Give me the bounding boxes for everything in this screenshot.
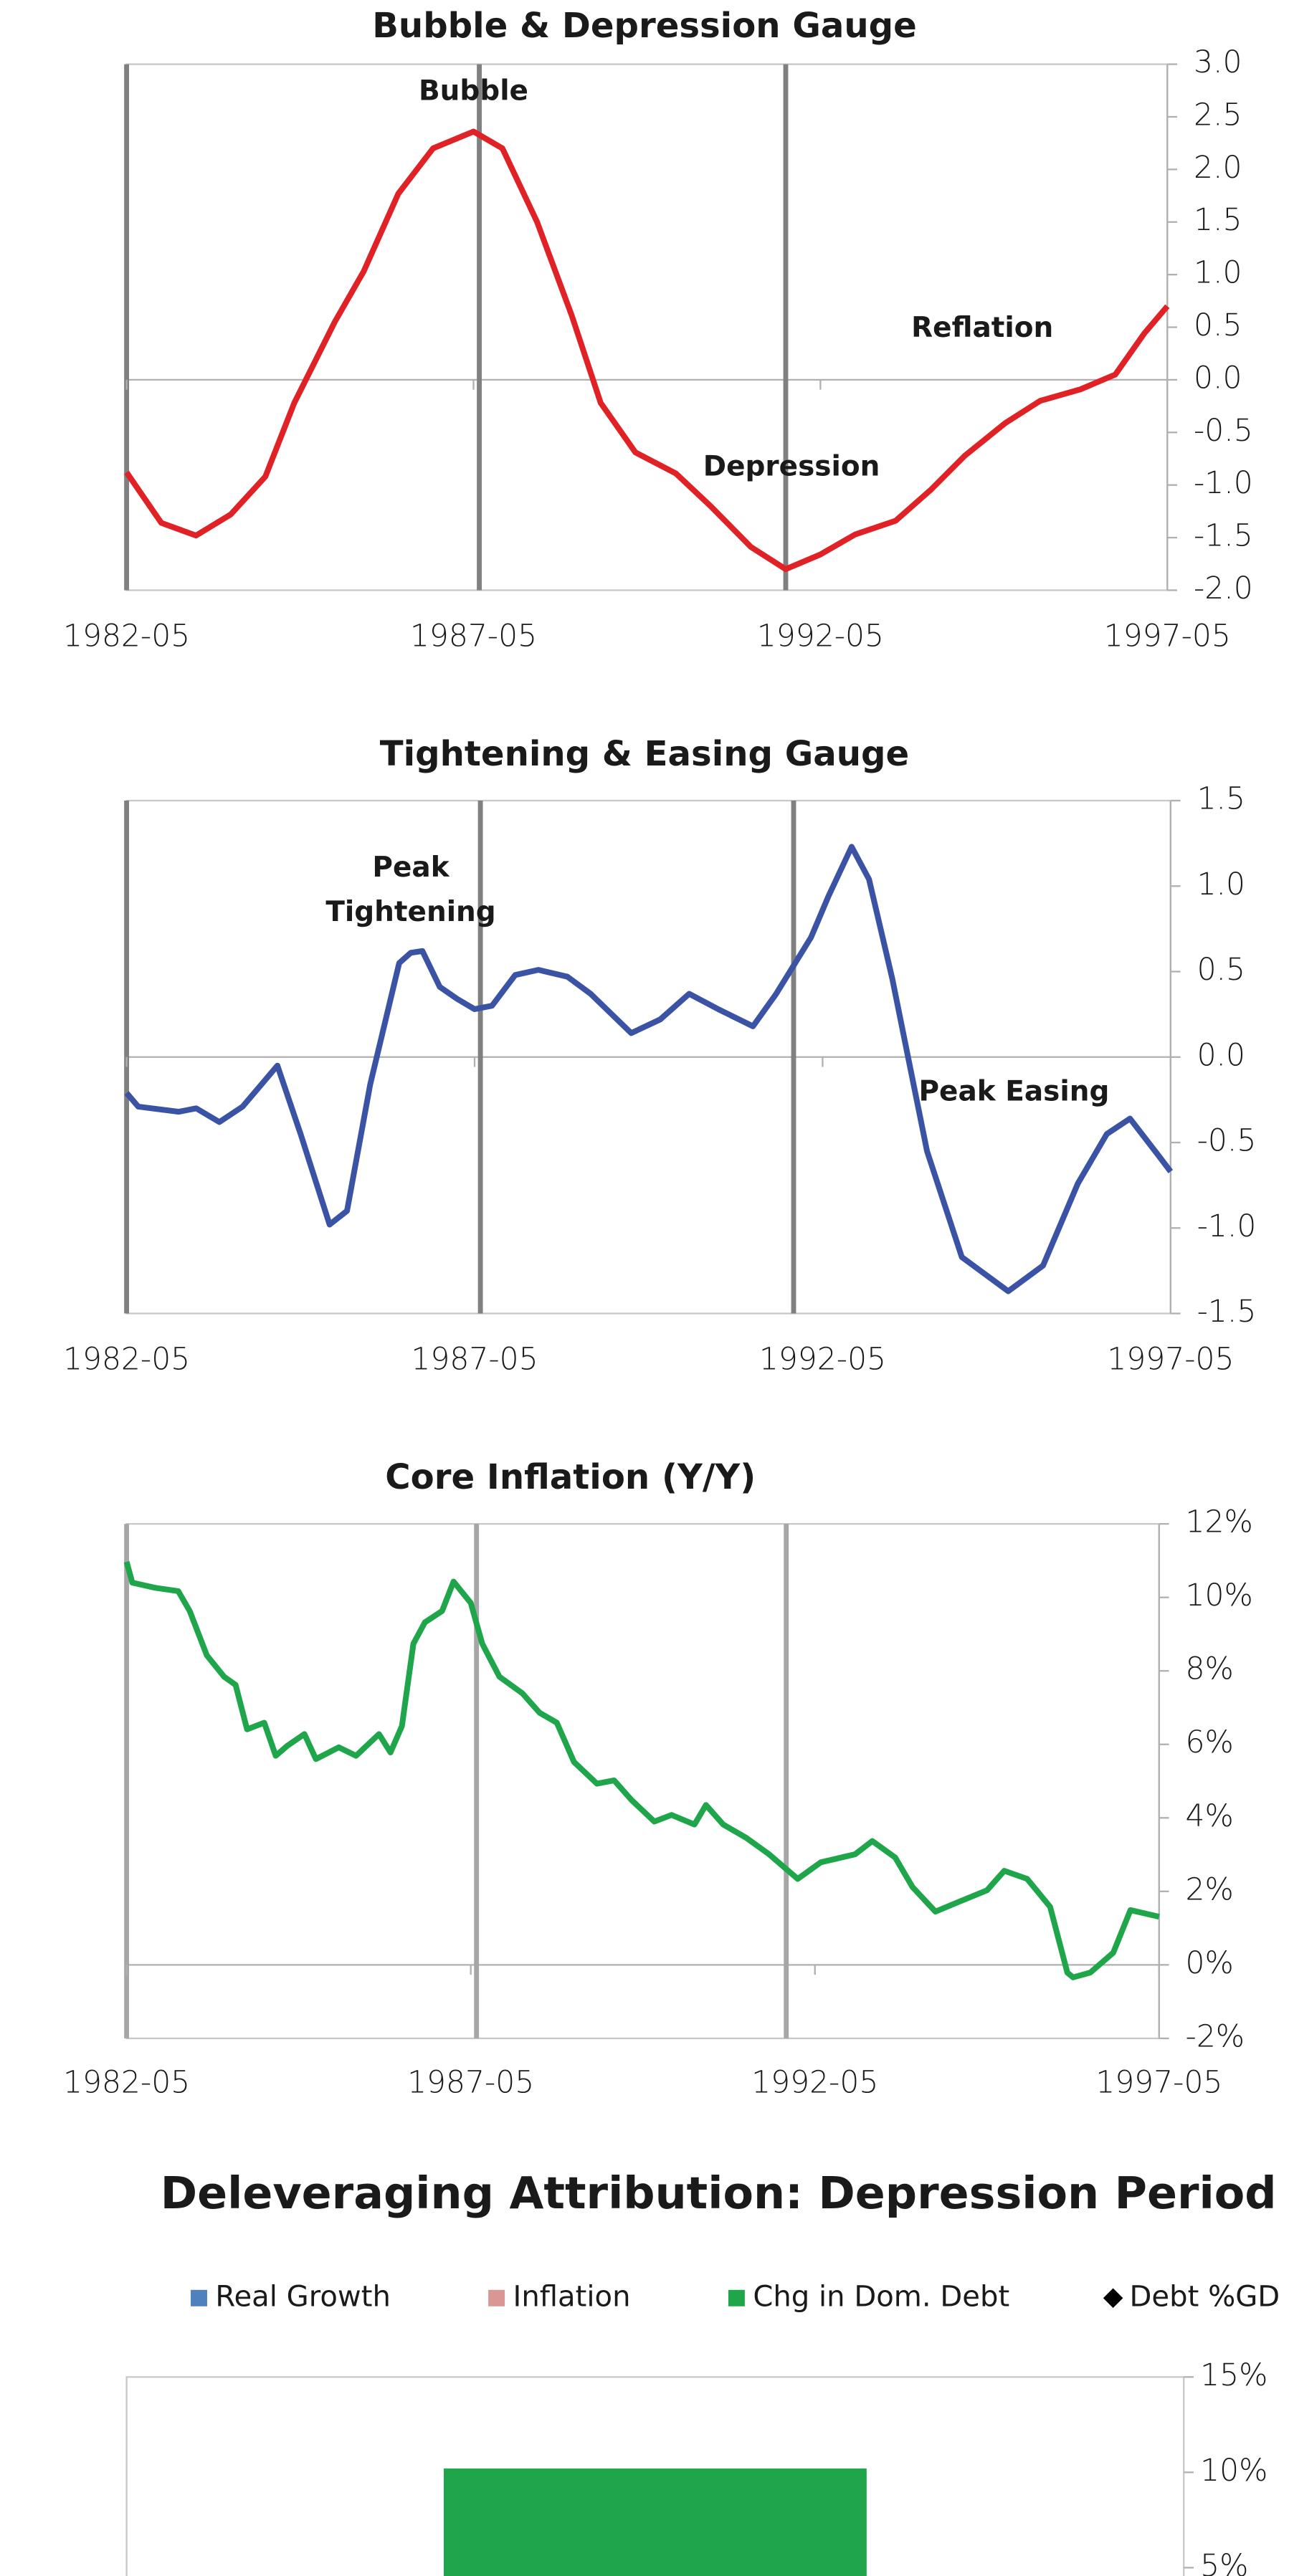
legend-label: Debt %GD: [1130, 2280, 1280, 2313]
y-tick-label: -1.5: [1197, 1294, 1257, 1330]
y-tick-label: -1.5: [1194, 519, 1253, 554]
y-tick-label: -1.0: [1194, 466, 1253, 501]
chart-title: Deleveraging Attribution: Depression Per…: [161, 2167, 1277, 2219]
data-line: [123, 1560, 1160, 1980]
x-tick-label: 1982-05: [63, 2066, 190, 2101]
y-tick-label: 5%: [1200, 2549, 1248, 2576]
legend-label: Real Growth: [215, 2280, 391, 2313]
y-tick-label: 0.0: [1197, 1038, 1245, 1073]
annotation: Depression: [703, 451, 880, 483]
x-tick-label: 1997-05: [1107, 1342, 1234, 1378]
y-tick-label: 1.5: [1197, 782, 1245, 817]
legend-label: Inflation: [513, 2280, 631, 2313]
y-tick-label: 1.5: [1194, 203, 1242, 238]
x-tick-label: 1992-05: [757, 619, 884, 654]
plot-frame: [125, 2376, 1185, 2576]
x-tick-label: 1982-05: [63, 1342, 190, 1378]
legend-marker: [1103, 2288, 1123, 2309]
y-tick-label: -1.0: [1197, 1209, 1257, 1244]
plot-frame: [125, 1522, 1160, 2040]
y-tick-label: 12%: [1186, 1505, 1253, 1540]
x-tick-label: 1997-05: [1095, 2066, 1222, 2101]
y-tick-label: 4%: [1186, 1799, 1234, 1834]
y-tick-label: 15%: [1200, 2358, 1267, 2393]
chart-title: Tightening & Easing Gauge: [380, 734, 909, 774]
bar: [443, 2468, 867, 2576]
y-tick-label: 2%: [1186, 1872, 1234, 1907]
y-tick-label: 2.0: [1194, 151, 1242, 186]
y-tick-label: 8%: [1186, 1652, 1234, 1687]
legend-marker: [728, 2289, 745, 2307]
y-tick-label: 2.5: [1194, 97, 1242, 133]
y-tick-label: 1.0: [1197, 867, 1245, 902]
y-tick-label: 0.0: [1194, 361, 1242, 396]
y-tick-label: -0.5: [1194, 414, 1253, 449]
data-line: [124, 844, 1174, 1294]
y-tick-label: 0.5: [1194, 308, 1242, 343]
chart-title: Bubble & Depression Gauge: [372, 6, 917, 46]
y-tick-label: 0%: [1186, 1946, 1234, 1981]
annotation: Peak Easing: [918, 1075, 1109, 1107]
annotation: Reflation: [911, 312, 1053, 344]
y-tick-label: 1.0: [1194, 256, 1242, 291]
y-tick-label: 3.0: [1194, 45, 1242, 80]
annotation: Peak: [372, 851, 450, 884]
x-tick-label: 1987-05: [410, 619, 537, 654]
y-tick-label: -2.0: [1194, 571, 1253, 606]
y-tick-label: -0.5: [1197, 1124, 1257, 1159]
x-tick-label: 1987-05: [407, 2066, 534, 2101]
y-tick-label: 6%: [1186, 1725, 1234, 1760]
legend-label: Chg in Dom. Debt: [753, 2280, 1009, 2313]
y-tick-label: 10%: [1186, 1578, 1253, 1613]
y-tick-label: 0.5: [1197, 953, 1245, 988]
annotation: Tightening: [325, 896, 495, 928]
y-tick-label: 10%: [1200, 2453, 1267, 2489]
legend-marker: [488, 2289, 505, 2307]
x-tick-label: 1982-05: [63, 619, 190, 654]
data-line: [124, 128, 1170, 573]
y-tick-label: -2%: [1186, 2019, 1245, 2054]
chart-title: Core Inflation (Y/Y): [385, 1457, 756, 1497]
x-tick-label: 1992-05: [751, 2066, 878, 2101]
legend-marker: [191, 2289, 207, 2307]
x-tick-label: 1987-05: [411, 1342, 538, 1378]
x-tick-label: 1997-05: [1104, 619, 1231, 654]
annotation: Bubble: [419, 75, 528, 108]
x-tick-label: 1992-05: [759, 1342, 886, 1378]
